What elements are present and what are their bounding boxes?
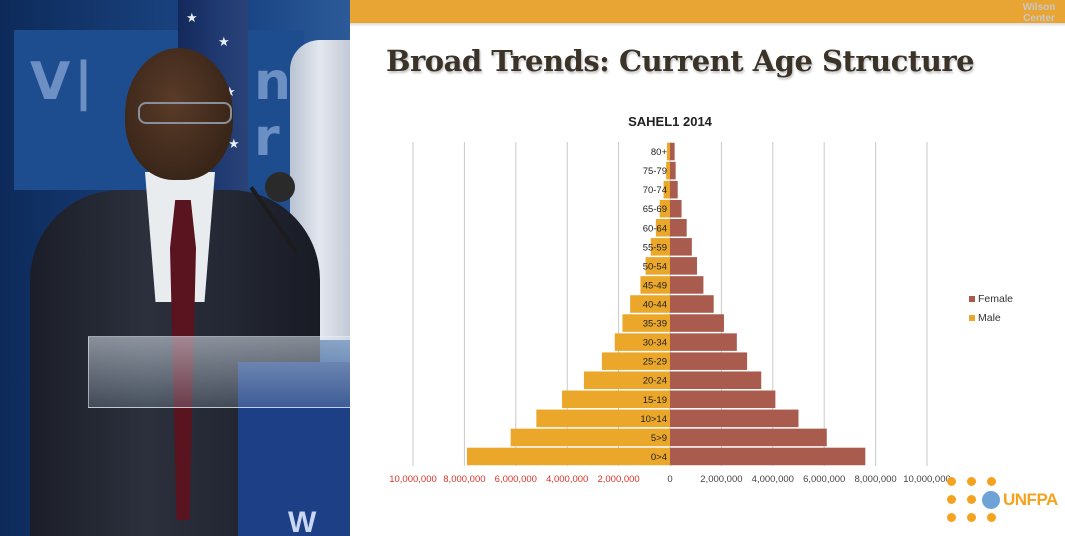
x-tick-label: 4,000,000	[752, 474, 794, 485]
bar-female-65-69	[670, 199, 682, 218]
x-tick-label: 8,000,000	[854, 474, 896, 485]
bar-male-70-74	[663, 180, 670, 199]
chart-bars	[466, 142, 866, 466]
x-tick-label: 2,000,000	[700, 474, 742, 485]
chart-legend: Female Male	[969, 293, 1013, 324]
bar-female-0>4	[670, 447, 866, 466]
age-label: 70-74	[643, 185, 667, 196]
legend-swatch-female	[969, 296, 975, 302]
age-label: 50-54	[643, 261, 667, 272]
age-group-labels: 0>4 5>9 10>14 15-19 20-24 25-29 30-34 35-39 40-4…	[640, 147, 667, 463]
bar-female-75-79	[670, 161, 676, 180]
bar-female-70-74	[670, 180, 678, 199]
age-label: 75-79	[643, 166, 667, 177]
chart-title: SAHEL1 2014	[628, 114, 713, 129]
age-label: 55-59	[643, 242, 667, 253]
age-label: 60-64	[643, 223, 667, 234]
legend-label-male: Male	[978, 312, 1001, 324]
legend-swatch-male	[969, 315, 975, 321]
age-label: 30-34	[643, 338, 667, 349]
x-axis-ticks: 10,000,000 8,000,000 6,000,000 4,000,000 2,0…	[389, 474, 951, 485]
wilson-center-watermark: Wilson Center	[1022, 2, 1056, 24]
age-label: 10>14	[640, 414, 667, 425]
bar-female-15-19	[670, 390, 776, 409]
bar-male-50-54	[645, 257, 670, 275]
x-tick-label: 6,000,000	[803, 474, 845, 485]
bar-female-55-59	[670, 238, 692, 256]
x-tick-label: 10,000,000	[389, 474, 437, 485]
bar-male-10>14	[536, 409, 670, 428]
slide-top-band	[350, 0, 1065, 23]
bar-female-60-64	[670, 218, 687, 237]
bar-male-35-39	[622, 314, 670, 332]
unfpa-logo-text: UNFPA	[1003, 490, 1058, 509]
bar-male-20-24	[583, 371, 670, 390]
bar-female-40-44	[670, 295, 714, 313]
x-tick-label: 4,000,000	[546, 474, 588, 485]
bar-male-65-69	[659, 199, 670, 218]
bar-male-55-59	[650, 238, 670, 256]
bar-male-80+	[666, 142, 670, 161]
x-tick-label: 8,000,000	[443, 474, 485, 485]
bar-female-30-34	[670, 333, 737, 351]
age-label: 0>4	[651, 452, 667, 463]
bar-male-75-79	[666, 161, 670, 180]
bar-male-30-34	[614, 333, 670, 351]
bar-female-45-49	[670, 276, 704, 294]
bar-female-50-54	[670, 257, 697, 275]
bar-female-80+	[670, 142, 675, 161]
bar-male-15-19	[562, 390, 670, 409]
slide-title: Broad Trends: Current Age Structure	[386, 44, 975, 78]
x-tick-label: 2,000,000	[597, 474, 639, 485]
bar-female-25-29	[670, 352, 748, 370]
age-label: 20-24	[643, 376, 667, 387]
age-label: 5>9	[651, 433, 667, 444]
x-tick-label: 6,000,000	[495, 474, 537, 485]
bar-male-45-49	[640, 276, 670, 294]
un-emblem-icon	[980, 489, 1002, 511]
microphone	[265, 172, 295, 202]
bar-female-20-24	[670, 371, 762, 390]
speaker-video: V | n r ★ ★ ★ ★ ★ ★ ★ W	[0, 0, 350, 536]
bar-male-40-44	[630, 295, 670, 313]
bar-male-25-29	[601, 352, 670, 370]
age-label: 35-39	[643, 319, 667, 330]
age-label: 15-19	[643, 395, 667, 406]
age-label: 80+	[651, 147, 668, 158]
lectern: W	[88, 336, 350, 536]
bar-female-5>9	[670, 428, 827, 447]
age-label: 40-44	[643, 300, 667, 311]
bar-female-10>14	[670, 409, 799, 428]
age-label: 45-49	[643, 280, 667, 291]
bar-male-5>9	[510, 428, 670, 447]
bar-male-0>4	[466, 447, 670, 466]
x-tick-label: 10,000,000	[903, 474, 951, 485]
legend-label-female: Female	[978, 293, 1013, 305]
age-label: 25-29	[643, 357, 667, 368]
population-pyramid-chart: SAHEL1 2014 0>4 5>9 10>14 15-19 20-24 25-29 30…	[389, 114, 1013, 485]
unfpa-logo: UNFPA	[947, 477, 1058, 525]
bar-female-35-39	[670, 314, 724, 332]
presentation-slide: Wilson Center Broad Trends: Current Age …	[350, 0, 1065, 536]
x-tick-label: 0	[667, 474, 672, 485]
age-label: 65-69	[643, 204, 667, 215]
bar-male-60-64	[655, 218, 670, 237]
